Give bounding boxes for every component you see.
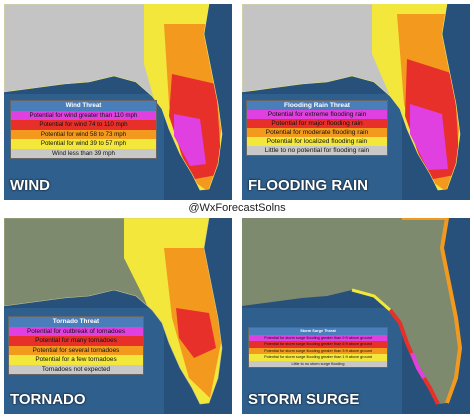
legend-item: Potential for extreme flooding rain (247, 110, 387, 119)
legend-title: Tornado Threat (9, 317, 143, 327)
legend-item: Potential for moderate flooding rain (247, 128, 387, 137)
legend: Wind Threat Potential for wind greater th… (10, 100, 157, 159)
legend-item: Wind less than 39 mph (11, 148, 156, 158)
legend-item: Potential for storm surge flooding great… (249, 347, 387, 354)
legend-item: Potential for wind greater than 110 mph (11, 110, 156, 120)
panel-label: WIND (10, 177, 50, 194)
legend-item: Potential for storm surge flooding great… (249, 341, 387, 348)
legend-item: Potential for a few tornadoes (9, 355, 143, 365)
panel-label: TORNADO (10, 391, 86, 408)
panel-label: STORM SURGE (248, 391, 360, 408)
legend: Storm Surge Threat Potential for storm su… (248, 327, 388, 368)
legend-item: Potential for wind 74 to 110 mph (11, 120, 156, 130)
legend-item: Potential for wind 39 to 57 mph (11, 139, 156, 149)
legend-item: Potential for wind 58 to 73 mph (11, 129, 156, 139)
legend-title: Flooding Rain Threat (247, 101, 387, 110)
surge-panel: STORM SURGE (242, 218, 470, 414)
legend-item: Potential for storm surge flooding great… (249, 354, 387, 361)
legend: Flooding Rain Threat Potential for extrem… (246, 100, 388, 156)
surge-map (242, 218, 470, 414)
legend-item: Tornadoes not expected (9, 364, 143, 374)
legend-title: Wind Threat (11, 101, 156, 111)
legend-item: Little to no potential for flooding rain (247, 146, 387, 155)
legend-item: Potential for major flooding rain (247, 119, 387, 128)
legend-item: Potential for outbreak of tornadoes (9, 326, 143, 336)
credit: @WxForecastSolns (188, 202, 286, 214)
legend-item: Potential for storm surge flooding great… (249, 334, 387, 341)
legend-item: Potential for several tornadoes (9, 345, 143, 355)
legend: Tornado Threat Potential for outbreak of … (8, 316, 144, 375)
legend-item: Little to no storm surge flooding (249, 360, 387, 367)
legend-title: Storm Surge Threat (249, 328, 387, 335)
legend-item: Potential for localized flooding rain (247, 137, 387, 146)
legend-item: Potential for many tornadoes (9, 336, 143, 346)
panel-label: FLOODING RAIN (248, 177, 368, 194)
